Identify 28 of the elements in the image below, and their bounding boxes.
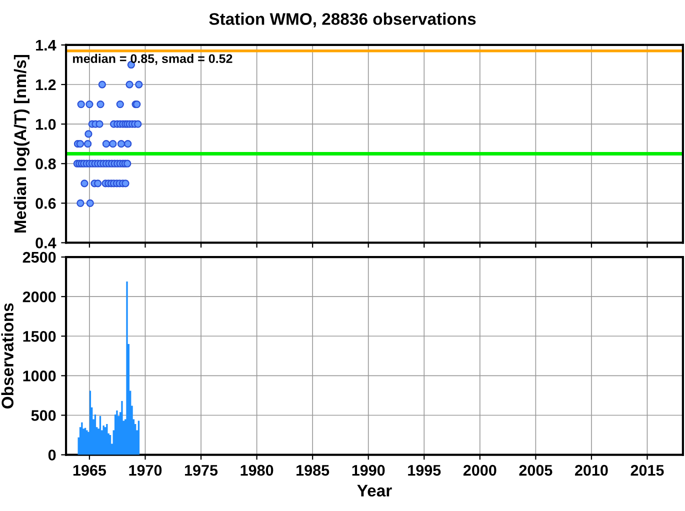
y-tick-label: 0 — [48, 450, 56, 460]
x-tick-label: 2000 — [463, 464, 496, 476]
y-tick-label: 1.4 — [36, 40, 56, 51]
y-axis-title: Median log(A/T) [nm/s] — [14, 54, 30, 233]
x-tick-label: 1980 — [240, 464, 274, 476]
x-tick-label: 1970 — [129, 464, 162, 476]
y-tick-label: 1000 — [23, 370, 56, 382]
x-tick-label: 1975 — [184, 464, 218, 476]
x-tick-label: 1990 — [352, 464, 385, 476]
x-axis-title: Year — [357, 484, 392, 497]
chart-title: Station WMO, 28836 observations — [209, 12, 476, 28]
y-tick-label: 0.8 — [36, 158, 56, 170]
y-tick-label: 0.6 — [36, 198, 56, 209]
x-tick-label: 1965 — [73, 464, 106, 476]
y-tick-label: 2000 — [22, 291, 56, 302]
y-tick-label: 1.2 — [36, 79, 56, 90]
x-tick-label: 1995 — [408, 464, 441, 476]
x-tick-label: 1985 — [296, 464, 330, 476]
y-tick-label: 2500 — [22, 252, 56, 263]
x-tick-label: 2010 — [575, 464, 608, 476]
y-tick-label: 1500 — [23, 331, 56, 342]
y-tick-label: 1.0 — [36, 118, 56, 130]
annotation: median = 0.85, smad = 0.52 — [73, 54, 232, 65]
y-tick-label: 0.4 — [36, 238, 56, 248]
x-tick-label: 2015 — [630, 464, 664, 476]
y-tick-label: 500 — [31, 410, 56, 421]
y-axis-title: Observations — [1, 303, 14, 408]
x-tick-label: 2005 — [519, 464, 552, 476]
